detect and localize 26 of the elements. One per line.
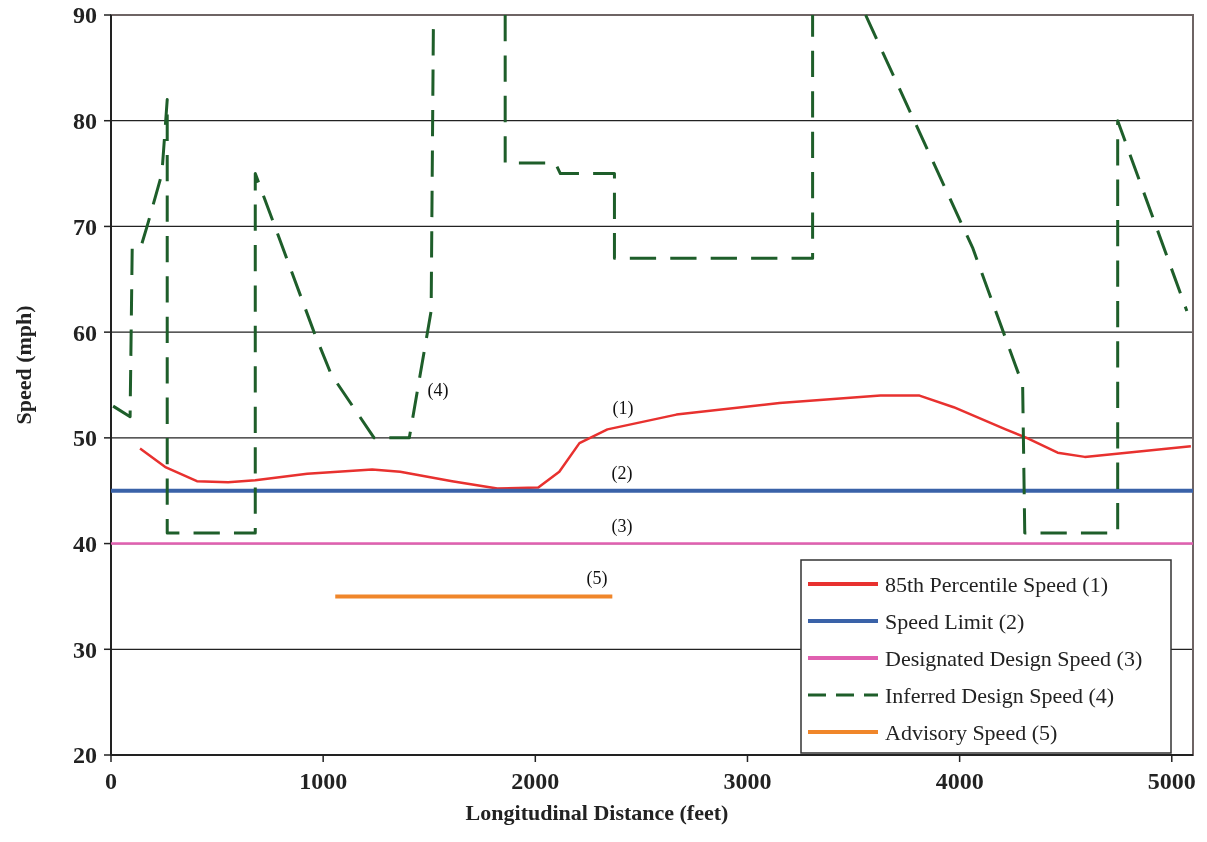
y-tick-label: 80 [73, 108, 97, 135]
annotation: (4) [427, 380, 449, 402]
y-tick-label: 90 [73, 2, 97, 29]
annotation: (3) [611, 516, 633, 538]
legend-label: Speed Limit (2) [885, 608, 1025, 634]
x-tick-label: 0 [105, 768, 117, 794]
legend-label: 85th Percentile Speed (1) [885, 571, 1108, 597]
y-tick-label: 40 [73, 530, 97, 557]
legend-label: Designated Design Speed (3) [885, 645, 1143, 671]
legend-label: Inferred Design Speed (4) [885, 682, 1115, 708]
x-tick-label: 2000 [511, 768, 560, 794]
x-axis-title: Longitudinal Distance (feet) [465, 800, 729, 825]
y-tick-label: 50 [73, 425, 97, 452]
x-tick-label: 1000 [299, 768, 348, 794]
x-tick-label: 5000 [1147, 768, 1196, 794]
x-tick-label: 4000 [935, 768, 984, 794]
y-tick-label: 70 [73, 213, 97, 240]
legend-label: Advisory Speed (5) [885, 719, 1058, 745]
annotation: (1) [612, 398, 634, 420]
annotation: (5) [586, 568, 608, 590]
y-tick-label: 20 [73, 742, 97, 769]
annotation: (2) [611, 463, 633, 485]
x-tick-label: 3000 [723, 768, 772, 794]
y-axis-title: Speed (mph) [11, 305, 36, 425]
y-tick-label: 30 [73, 636, 97, 663]
y-tick-label: 60 [73, 319, 97, 346]
